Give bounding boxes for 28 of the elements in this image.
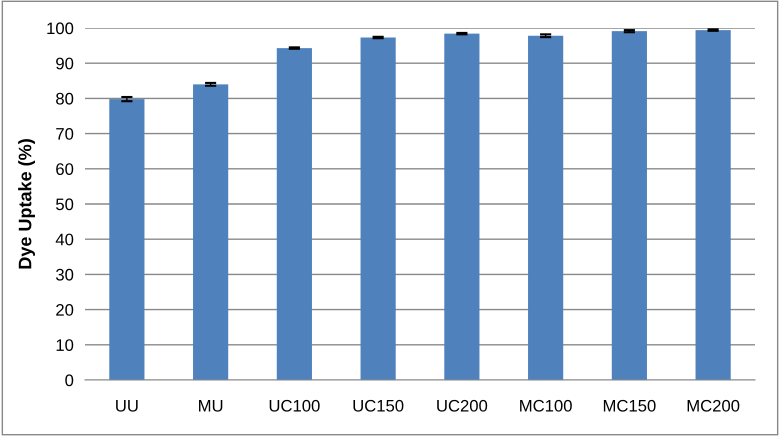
- bar: [612, 31, 647, 380]
- y-tick-label: 100: [47, 22, 74, 34]
- x-tick-label: UC100: [270, 400, 320, 412]
- x-tick-label: UC200: [437, 400, 488, 412]
- y-tick-label: 30: [56, 268, 74, 281]
- y-tick-label: 20: [56, 304, 74, 316]
- bar: [528, 36, 564, 380]
- x-tick-label: MC150: [604, 400, 656, 412]
- y-tick-label: 80: [56, 92, 74, 105]
- y-tick-label: 70: [56, 128, 74, 140]
- y-tick-label: 0: [65, 374, 74, 386]
- x-tick-label: MU: [199, 400, 222, 412]
- bar: [360, 38, 396, 380]
- x-tick-label: MC200: [688, 400, 740, 412]
- x-tick-label: UU: [116, 400, 138, 412]
- y-tick-label: 50: [56, 198, 74, 210]
- bar: [276, 48, 312, 380]
- y-tick-label: 10: [56, 339, 74, 352]
- y-tick-label: 90: [56, 58, 74, 70]
- bar: [696, 30, 731, 380]
- y-axis-title: Dye Uptake (%): [18, 139, 35, 269]
- bar: [109, 99, 144, 380]
- bar: [444, 34, 480, 380]
- x-tick-label: UC150: [353, 400, 404, 412]
- y-tick-label: 60: [56, 163, 74, 176]
- y-tick-label: 40: [56, 234, 74, 246]
- x-tick-label: MC100: [520, 400, 572, 412]
- bar: [193, 84, 228, 380]
